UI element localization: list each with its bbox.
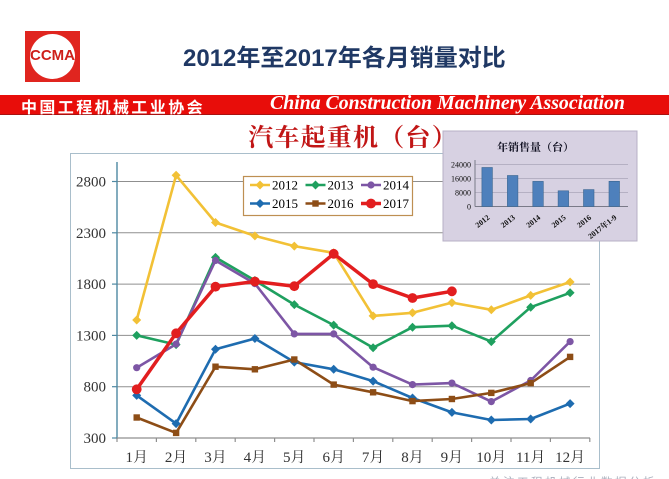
svg-text:11月: 11月 bbox=[516, 449, 545, 466]
svg-text:2015: 2015 bbox=[272, 196, 298, 211]
svg-text:1300: 1300 bbox=[76, 328, 106, 344]
svg-text:6月: 6月 bbox=[322, 449, 345, 466]
svg-text:4月: 4月 bbox=[244, 449, 267, 466]
svg-text:12月: 12月 bbox=[555, 449, 585, 466]
svg-text:年销售量（台）: 年销售量（台） bbox=[497, 141, 574, 154]
svg-text:1800: 1800 bbox=[76, 277, 106, 293]
svg-text:2800: 2800 bbox=[76, 175, 106, 191]
svg-text:3月: 3月 bbox=[204, 449, 227, 466]
svg-text:1月: 1月 bbox=[125, 449, 148, 466]
svg-text:2016: 2016 bbox=[328, 196, 355, 211]
svg-text:10月: 10月 bbox=[476, 449, 506, 466]
svg-text:2014: 2014 bbox=[383, 178, 410, 193]
svg-text:24000: 24000 bbox=[451, 160, 471, 169]
svg-text:300: 300 bbox=[84, 431, 107, 447]
svg-text:8000: 8000 bbox=[455, 188, 471, 197]
svg-text:8月: 8月 bbox=[401, 449, 424, 466]
svg-text:2300: 2300 bbox=[76, 226, 106, 242]
svg-text:2013: 2013 bbox=[328, 178, 354, 193]
svg-text:0: 0 bbox=[467, 202, 471, 211]
svg-text:2012: 2012 bbox=[272, 178, 298, 193]
svg-text:2月: 2月 bbox=[165, 449, 188, 466]
svg-text:2017: 2017 bbox=[383, 196, 410, 211]
svg-text:800: 800 bbox=[84, 380, 107, 396]
svg-text:5月: 5月 bbox=[283, 449, 306, 466]
svg-text:7月: 7月 bbox=[362, 449, 385, 466]
svg-text:16000: 16000 bbox=[451, 174, 471, 183]
svg-text:9月: 9月 bbox=[441, 449, 464, 466]
